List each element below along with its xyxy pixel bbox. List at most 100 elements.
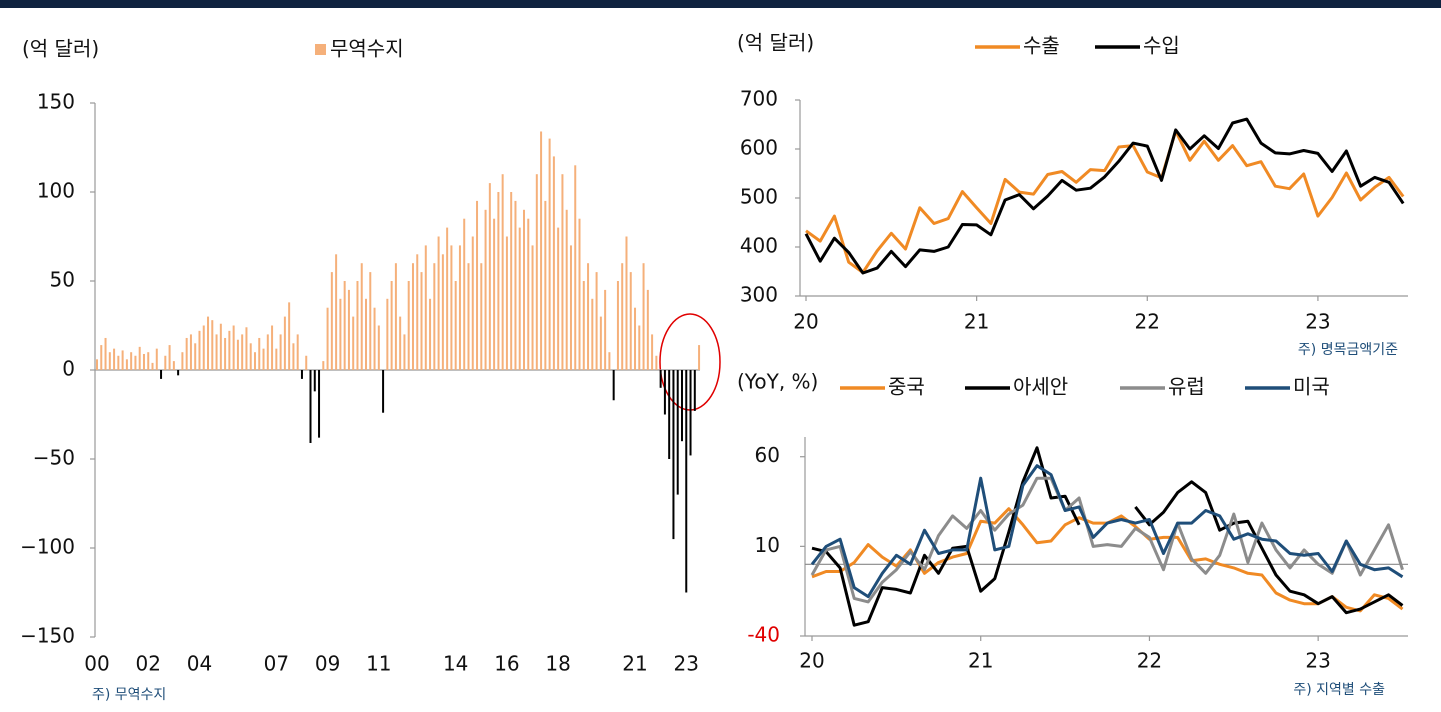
bar xyxy=(108,352,111,370)
top-bar xyxy=(0,0,1441,8)
bar xyxy=(266,334,269,370)
bar xyxy=(305,355,308,370)
bar xyxy=(185,337,188,370)
bar xyxy=(241,334,244,370)
bar xyxy=(147,352,150,370)
bar xyxy=(394,263,397,370)
bar xyxy=(236,339,239,370)
bar xyxy=(245,327,248,370)
bar xyxy=(271,325,274,370)
bar xyxy=(437,236,440,370)
bar xyxy=(621,263,624,370)
bar xyxy=(493,218,496,370)
bar xyxy=(595,272,598,370)
bar xyxy=(326,307,329,370)
bar xyxy=(531,245,534,370)
note: 주) 무역수지 xyxy=(92,687,166,703)
bar xyxy=(318,370,321,438)
x-tick-label: 22 xyxy=(1135,310,1160,334)
note: 주) 명목금액기준 xyxy=(1298,342,1398,358)
bar xyxy=(676,370,679,495)
bar xyxy=(172,361,175,370)
bar xyxy=(582,281,585,370)
bar xyxy=(258,337,261,370)
bar xyxy=(142,353,145,370)
series-line xyxy=(805,129,1405,274)
x-tick-label: 21 xyxy=(622,652,647,676)
legend-label: 수출 xyxy=(1023,34,1060,58)
x-tick-label: 21 xyxy=(964,310,989,334)
bar xyxy=(646,289,649,370)
bar xyxy=(215,334,218,370)
bar xyxy=(100,345,103,370)
series-line xyxy=(810,476,1404,604)
y-tick-label: 0 xyxy=(62,357,75,381)
bar xyxy=(399,316,402,370)
bar xyxy=(207,316,210,370)
bar xyxy=(198,330,201,370)
bar xyxy=(629,272,632,370)
bar xyxy=(134,355,137,370)
y-tick-label: 10 xyxy=(755,533,780,557)
bar xyxy=(518,227,521,370)
bar xyxy=(275,348,278,370)
x-tick-label: 07 xyxy=(264,652,289,676)
series-line xyxy=(810,464,1404,599)
bar xyxy=(125,359,128,370)
legend-label: 유럽 xyxy=(1168,375,1205,399)
bar xyxy=(386,298,389,370)
bar xyxy=(608,352,611,370)
bar xyxy=(467,263,470,370)
unit-label: (억 달러) xyxy=(22,37,99,61)
y-tick-label: 100 xyxy=(37,179,75,203)
bar xyxy=(194,343,197,370)
bar xyxy=(411,263,414,370)
bar xyxy=(168,345,171,370)
bar xyxy=(202,325,205,370)
bar xyxy=(527,218,530,370)
bar xyxy=(587,263,590,370)
bar xyxy=(360,263,363,370)
bar xyxy=(591,298,594,370)
bar xyxy=(548,138,551,370)
legend-label: 미국 xyxy=(1293,375,1330,399)
bar xyxy=(322,361,325,370)
y-tick-label: 60 xyxy=(755,443,780,467)
bar xyxy=(578,218,581,370)
x-tick-label: 11 xyxy=(366,652,391,676)
bar xyxy=(104,337,107,370)
y-tick-label: −150 xyxy=(20,624,75,648)
bar xyxy=(446,227,449,370)
bar xyxy=(288,302,291,370)
bar xyxy=(253,352,256,370)
bar xyxy=(155,348,158,370)
bar xyxy=(505,236,508,370)
bar xyxy=(232,325,235,370)
x-tick-label: 20 xyxy=(799,649,824,673)
bar xyxy=(160,370,163,379)
series-line xyxy=(811,446,1404,627)
bar xyxy=(352,316,355,370)
bar xyxy=(659,370,662,388)
bar xyxy=(189,334,192,370)
bar xyxy=(488,183,491,370)
x-tick-label: 16 xyxy=(494,652,519,676)
note: 주) 지역별 수출 xyxy=(1293,682,1385,698)
bar xyxy=(339,298,342,370)
x-tick-label: 23 xyxy=(1305,310,1330,334)
bar xyxy=(680,370,683,442)
bar xyxy=(433,263,436,370)
bar xyxy=(117,355,120,370)
bar xyxy=(424,245,427,370)
bar xyxy=(228,330,231,370)
bar xyxy=(501,174,504,370)
bar xyxy=(651,334,654,370)
y-tick-label: 150 xyxy=(37,90,75,114)
bar xyxy=(407,281,410,370)
bar xyxy=(638,325,641,370)
bar xyxy=(454,281,457,370)
bar xyxy=(130,352,133,370)
bar xyxy=(416,254,419,370)
bar xyxy=(164,355,167,370)
